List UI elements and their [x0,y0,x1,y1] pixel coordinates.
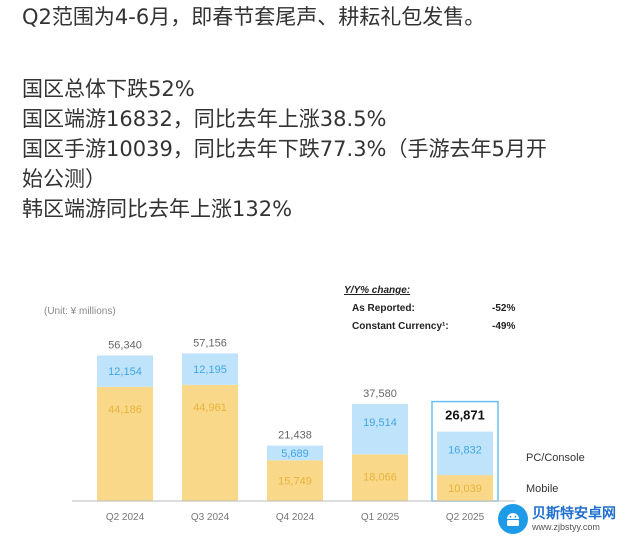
change-box: Y/Y% change: As Reported: -52% Constant … [344,285,515,332]
value-label-mobile: 44,186 [108,404,142,416]
category-label: Q3 2024 [191,512,230,523]
category-label: Q2 2025 [446,512,485,523]
article-line-2: 国区总体下跌52% [22,77,195,101]
value-label-pc-console: 5,689 [281,448,309,460]
bar-mobile [352,454,408,501]
change-row-value-reported: -52% [492,303,515,314]
article-line-6: 韩区端游同比去年上涨132% [22,197,293,221]
unit-label: (Unit: ¥ millions) [44,306,116,317]
bar-pc-console [267,445,323,461]
category-label: Q1 2025 [361,512,400,523]
bar-mobile [437,475,493,501]
watermark-name: 贝斯特安卓网 [532,505,616,522]
watermark-url: www.zjbstyy.com [532,521,600,532]
bar-pc-console [352,403,408,455]
total-label: 37,580 [363,388,397,400]
total-label: 21,438 [278,430,312,442]
watermark-logo-icon [498,504,528,534]
category-label: Q2 2024 [106,512,145,523]
value-label-mobile: 15,749 [278,476,312,488]
value-label-pc-console: 12,154 [108,366,142,378]
article-line-3: 国区端游16832，同比去年上涨38.5% [22,107,387,131]
value-label-mobile: 18,066 [363,471,397,483]
watermark: 贝斯特安卓网 www.zjbstyy.com [498,500,634,538]
bar-mobile [267,460,323,501]
value-label-pc-console: 16,832 [448,445,482,457]
value-label-pc-console: 19,514 [363,417,397,429]
bars-layer: 44,186 12,154 56,340 Q2 2024 44,961 12,195 57,… [97,337,499,523]
revenue-chart: (Unit: ¥ millions) Y/Y% change: As Repor… [0,276,640,542]
total-label: 56,340 [108,339,142,351]
total-label: 26,871 [445,408,485,423]
legend-mobile: Mobile [526,483,558,495]
bar-pc-console [437,431,493,476]
bar-pc-console [97,355,153,387]
android-robot-icon [507,513,519,526]
change-row-label-constant: Constant Currency¹: [352,321,449,332]
legend-pc-console: PC/Console [526,452,585,464]
bar-pc-console [182,353,238,385]
change-row-value-constant: -49% [492,321,515,332]
value-label-mobile: 10,039 [448,483,482,495]
article-line-4: 国区手游10039，同比去年下跌77.3%（手游去年5月开 [22,137,547,161]
article-text: Q2范围为4-6月，即春节套尾声、耕耘礼包发售。 国区总体下跌52% 国区端游1… [22,2,632,224]
revenue-chart-svg: (Unit: ¥ millions) Y/Y% change: As Repor… [44,285,585,523]
bar-mobile [97,386,153,501]
change-row-label-reported: As Reported: [352,303,415,314]
change-box-title: Y/Y% change: [344,285,410,296]
value-label-mobile: 44,961 [193,402,227,414]
legend: PC/Console Mobile [526,452,585,495]
article-line-1: Q2范围为4-6月，即春节套尾声、耕耘礼包发售。 [22,5,486,29]
total-label: 57,156 [193,337,227,349]
value-label-pc-console: 12,195 [193,364,227,376]
category-label: Q4 2024 [276,512,315,523]
article-line-5: 始公测） [22,167,106,191]
bar-mobile [182,384,238,501]
